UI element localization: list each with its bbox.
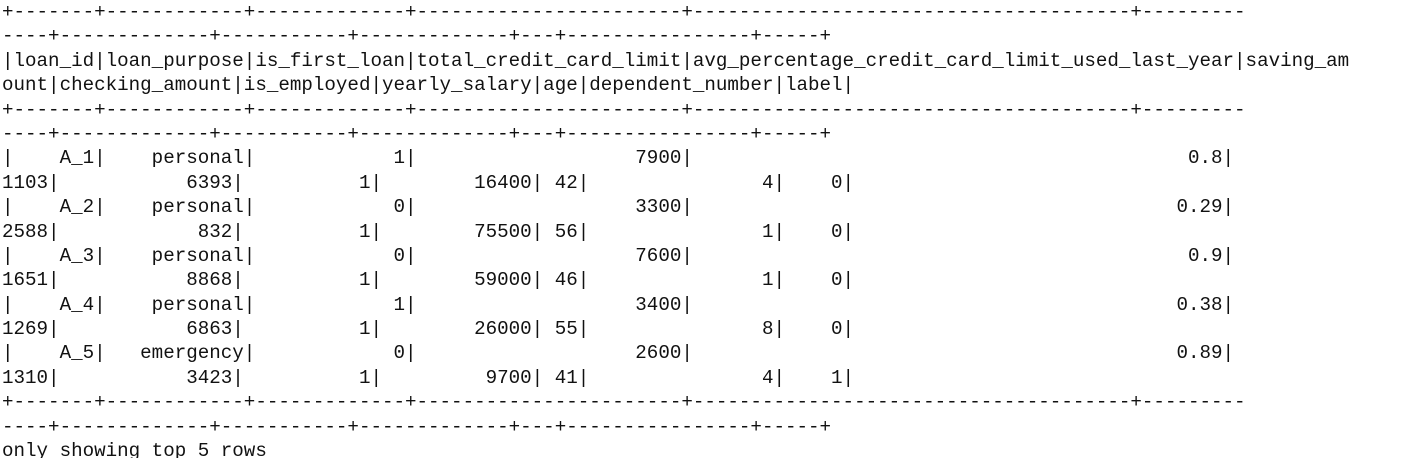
- footer-note: only showing top 5 rows: [2, 440, 267, 458]
- table-header-separator-line-2: ----+-------------+-----------+---------…: [2, 122, 832, 145]
- table-row-continuation: 1651| 8868| 1| 59000| 46| 1| 0|: [2, 269, 855, 292]
- table-header-line-2: ount|checking_amount|is_employed|yearly_…: [2, 74, 855, 97]
- table-row-continuation: 1310| 3423| 1| 9700| 41| 4| 1|: [2, 366, 855, 389]
- table-row: | A_4| personal| 1| 3400| 0.38|: [2, 293, 1235, 316]
- table-row-continuation: 1269| 6863| 1| 26000| 55| 8| 0|: [2, 318, 855, 341]
- table-row: | A_1| personal| 1| 7900| 0.8|: [2, 147, 1235, 170]
- table-row-continuation: 2588| 832| 1| 75500| 56| 1| 0|: [2, 220, 855, 243]
- table-row-continuation: 1103| 6393| 1| 16400| 42| 4| 0|: [2, 171, 855, 194]
- table-border-bottom-line-2: ----+-------------+-----------+---------…: [2, 415, 832, 438]
- table-header-separator-line-1: +-------+------------+-------------+----…: [2, 98, 1246, 121]
- table-border-top-line-1: +-------+------------+-------------+----…: [2, 1, 1246, 23]
- table-row: | A_3| personal| 0| 7600| 0.9|: [2, 244, 1235, 267]
- table-row: | A_2| personal| 0| 3300| 0.29|: [2, 196, 1235, 219]
- table-row: | A_5| emergency| 0| 2600| 0.89|: [2, 342, 1235, 365]
- table-border-bottom-line-1: +-------+------------+-------------+----…: [2, 391, 1246, 414]
- table-header-line-1: |loan_id|loan_purpose|is_first_loan|tota…: [2, 49, 1350, 72]
- table-border-top-line-2: ----+-------------+-----------+---------…: [2, 25, 832, 48]
